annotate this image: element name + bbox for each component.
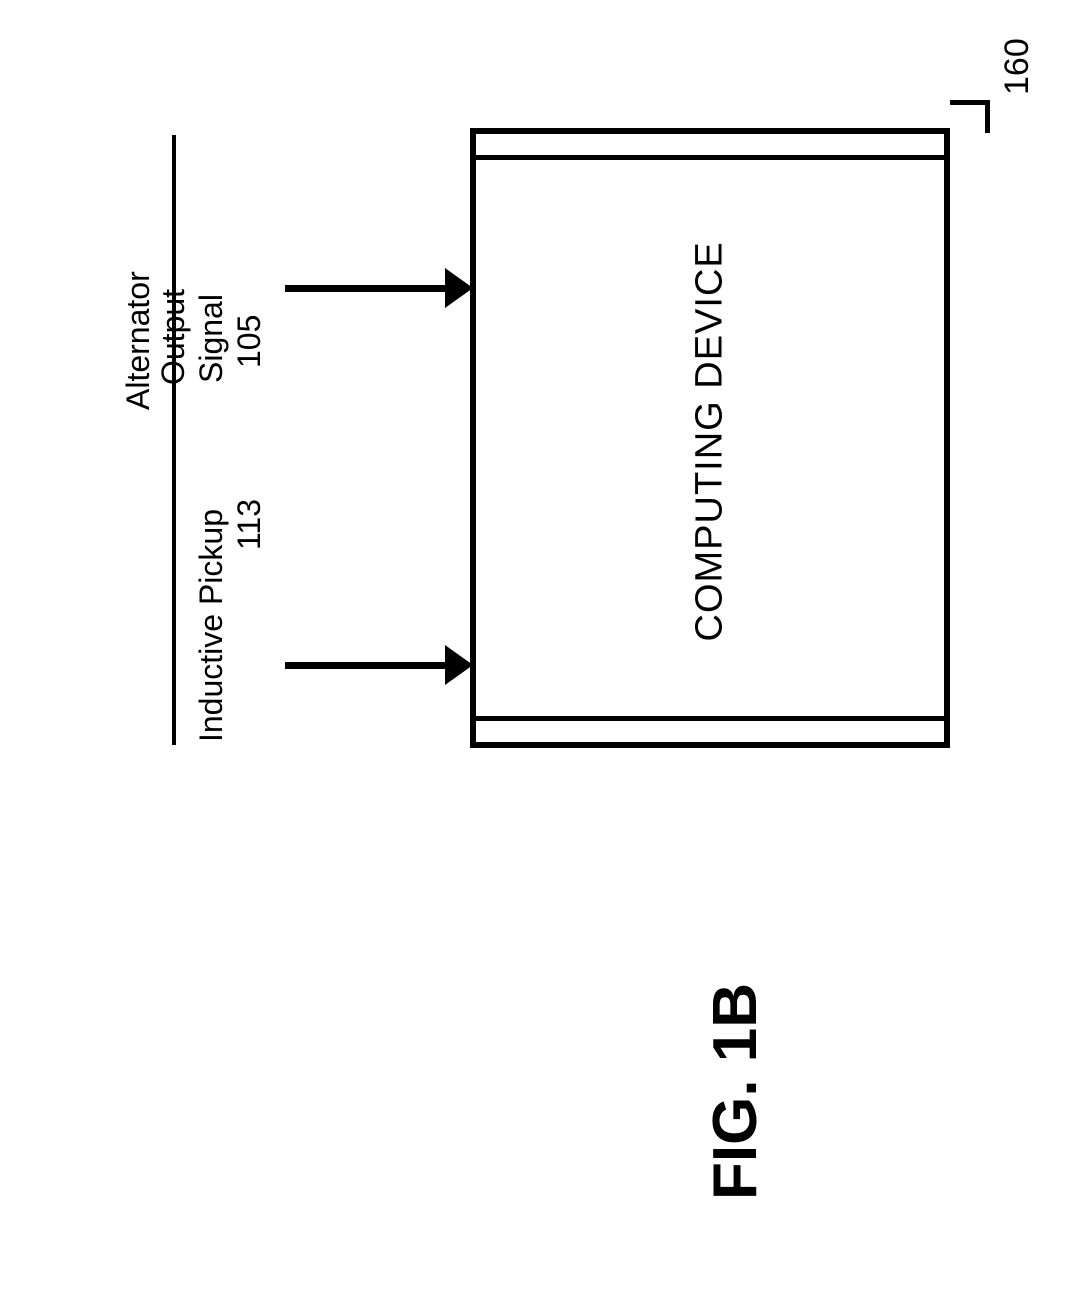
computing-device-label: COMPUTING DEVICE xyxy=(689,242,732,642)
input2-arrow-head xyxy=(445,645,473,685)
figure-canvas: COMPUTING DEVICE 160 Alternator Output S… xyxy=(0,0,1073,1294)
input2-arrow-line xyxy=(285,662,445,669)
device-inner-bar-top xyxy=(476,155,944,160)
input1-arrow-line xyxy=(285,285,445,292)
callout-ref: 160 xyxy=(998,38,1037,95)
input1-label-line4: 105 xyxy=(231,315,268,368)
input1-arrow-head xyxy=(445,268,473,308)
input2-label-line2: 113 xyxy=(231,499,268,550)
callout-hline xyxy=(950,100,990,105)
device-inner-bar-bottom xyxy=(476,716,944,721)
callout-vline xyxy=(985,100,990,133)
input1-label-line1: Alternator xyxy=(120,271,157,410)
input2-underline xyxy=(172,300,176,745)
input1-label-line3: Signal xyxy=(193,294,230,383)
input2-label-line1: Inductive Pickup xyxy=(193,509,230,742)
figure-caption: FIG. 1B xyxy=(700,983,771,1200)
